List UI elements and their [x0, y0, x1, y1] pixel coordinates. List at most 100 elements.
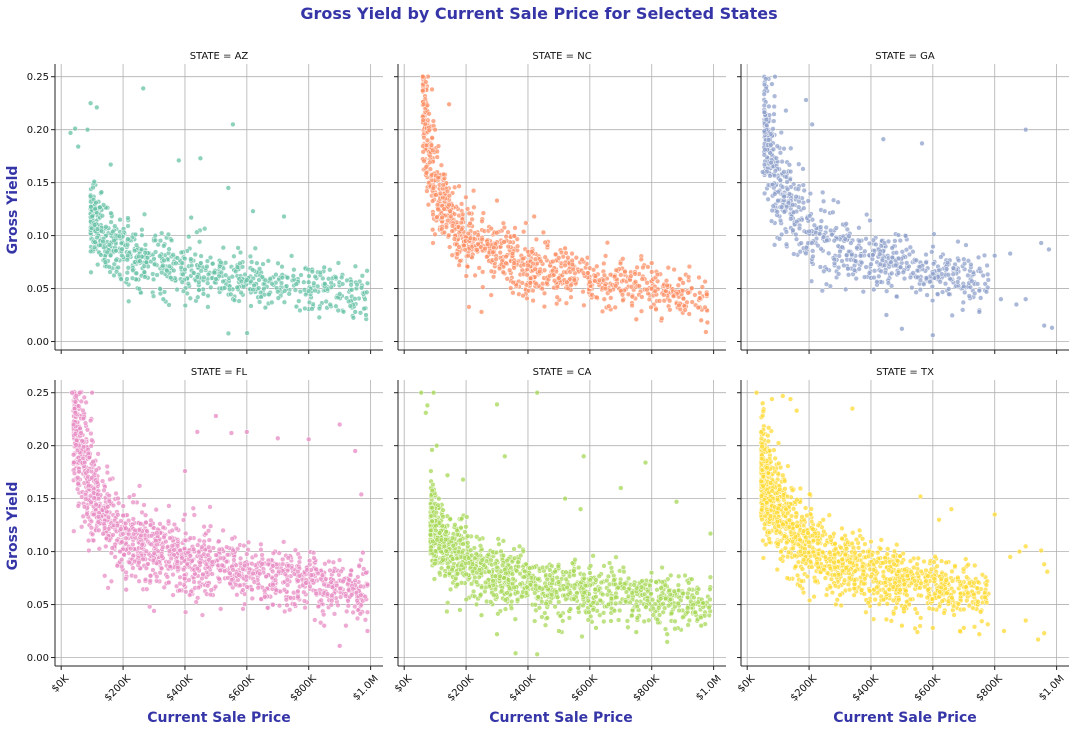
data-point	[870, 252, 876, 258]
data-point	[500, 552, 507, 559]
data-point	[90, 184, 96, 191]
data-point	[270, 602, 276, 608]
data-point	[119, 246, 125, 252]
data-point	[896, 255, 902, 262]
data-point	[859, 260, 865, 266]
data-point	[1007, 250, 1013, 257]
data-point	[167, 563, 173, 570]
data-point	[217, 567, 223, 574]
data-point	[313, 590, 319, 597]
data-point	[843, 286, 849, 293]
data-point	[148, 573, 154, 579]
data-point	[439, 214, 445, 221]
data-point	[295, 578, 301, 584]
data-point	[892, 238, 898, 244]
data-point	[472, 272, 478, 279]
data-point	[939, 271, 945, 277]
data-point	[202, 226, 208, 232]
data-point	[123, 535, 129, 541]
scatter-points	[760, 74, 1055, 338]
data-point	[435, 206, 441, 212]
data-point	[140, 85, 146, 92]
data-point	[684, 299, 690, 305]
data-point	[88, 430, 94, 437]
data-point	[685, 274, 692, 280]
data-point	[125, 252, 131, 259]
data-point	[82, 420, 89, 426]
data-point	[137, 521, 144, 527]
data-point	[427, 166, 433, 172]
data-point	[267, 276, 273, 282]
data-point	[901, 275, 908, 282]
data-point	[142, 512, 149, 518]
data-point	[282, 571, 288, 577]
data-point	[245, 539, 252, 545]
data-point	[961, 283, 967, 290]
data-point	[151, 256, 157, 262]
data-point	[352, 263, 359, 269]
data-point	[639, 276, 645, 282]
data-point	[224, 544, 230, 550]
data-point	[441, 229, 448, 236]
data-point	[223, 272, 229, 278]
data-point	[120, 503, 126, 509]
data-point	[622, 268, 628, 275]
data-point	[429, 135, 435, 141]
data-point	[231, 297, 238, 303]
data-point	[321, 264, 327, 271]
data-point	[191, 512, 197, 518]
data-point	[625, 575, 632, 582]
data-point	[348, 567, 354, 574]
data-point	[530, 297, 536, 304]
data-point	[141, 269, 148, 275]
data-point	[592, 273, 599, 279]
data-point	[133, 270, 140, 276]
data-point	[250, 286, 256, 293]
data-point	[510, 290, 516, 296]
data-point	[608, 295, 614, 301]
data-point	[618, 288, 624, 294]
data-point	[966, 293, 972, 299]
data-point	[852, 258, 859, 264]
data-point	[275, 260, 281, 266]
data-point	[810, 253, 816, 260]
data-point	[260, 261, 266, 267]
data-point	[194, 229, 200, 235]
data-point	[762, 147, 768, 153]
data-point	[182, 468, 188, 474]
data-point	[126, 494, 133, 500]
data-point	[104, 249, 110, 255]
data-point	[880, 136, 886, 142]
data-point	[102, 259, 109, 265]
data-point	[160, 544, 166, 550]
data-point	[352, 603, 358, 610]
data-point	[482, 246, 488, 252]
data-point	[648, 570, 655, 576]
y-tick-label: 0.05	[27, 600, 49, 611]
data-point	[581, 302, 587, 308]
data-point	[444, 608, 450, 615]
data-point	[429, 86, 435, 93]
data-point	[280, 561, 286, 567]
data-point	[287, 595, 294, 601]
data-point	[702, 304, 708, 310]
data-point	[250, 570, 256, 577]
data-point	[275, 435, 281, 441]
data-point	[601, 272, 608, 278]
data-point	[86, 482, 92, 489]
data-point	[231, 557, 237, 563]
data-point	[889, 254, 895, 261]
data-point	[87, 193, 94, 199]
data-point	[311, 280, 317, 286]
data-point	[306, 288, 312, 294]
data-point	[899, 249, 905, 255]
data-point	[585, 270, 591, 276]
data-point	[625, 624, 631, 630]
data-point	[303, 580, 309, 586]
data-point	[479, 218, 485, 224]
data-point	[240, 587, 246, 593]
data-point	[164, 574, 171, 580]
data-point	[1023, 127, 1029, 133]
data-point	[962, 289, 968, 296]
data-point	[306, 436, 312, 442]
